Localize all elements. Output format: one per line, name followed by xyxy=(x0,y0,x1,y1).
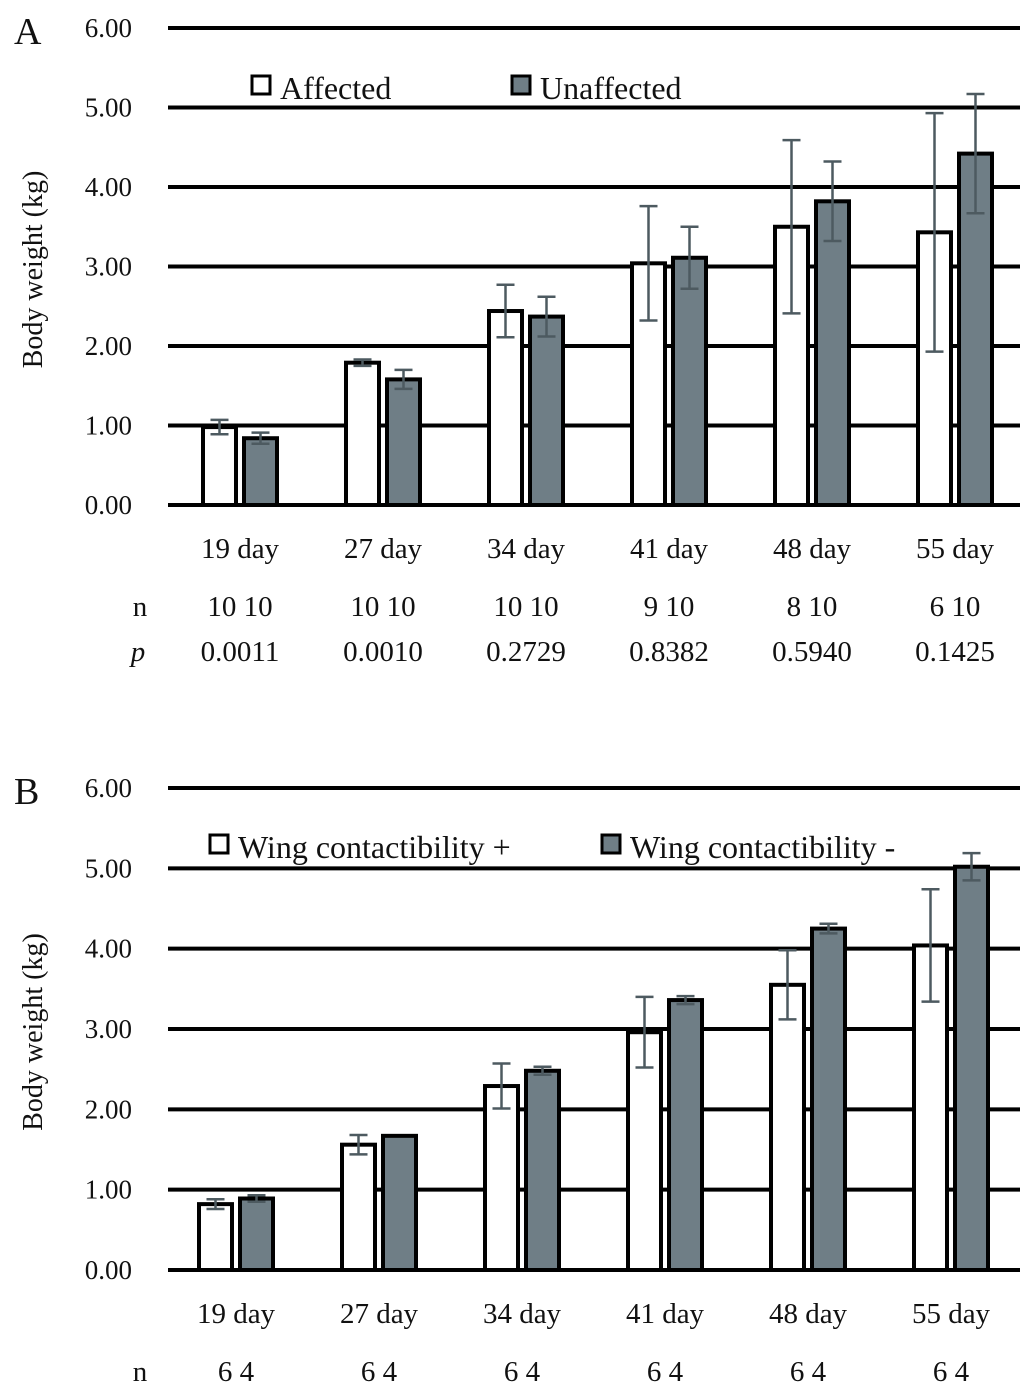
panel-b-category-label: 34 day xyxy=(483,1298,562,1330)
panel-a-y-tick-label: 5.00 xyxy=(85,93,132,123)
panel-b-category-label: 19 day xyxy=(197,1298,276,1330)
panel-b-legend-label-1: Wing contactibility - xyxy=(630,829,895,865)
panel-b-y-tick-label: 2.00 xyxy=(85,1094,132,1124)
panel-a-y-tick-label: 3.00 xyxy=(85,252,132,282)
panel-a-legend-label-0: Affected xyxy=(280,70,391,106)
panel-b-category-label: 55 day xyxy=(912,1298,991,1330)
panel-a-y-tick-label: 2.00 xyxy=(85,331,132,361)
panel-a-bar-series2 xyxy=(242,436,279,507)
panel-a-p-value: 0.0011 xyxy=(201,636,280,668)
panel-a-bar-series1 xyxy=(201,425,238,507)
panel-a-p-value: 0.0010 xyxy=(343,636,423,668)
panel-b-n-label: n xyxy=(133,1356,148,1387)
panel-a-y-tick-label: 4.00 xyxy=(85,172,132,202)
panel-b-n-value: 6 4 xyxy=(218,1356,255,1387)
panel-a-label: A xyxy=(14,11,42,53)
panel-b-n-value: 6 4 xyxy=(361,1356,398,1387)
panel-a-y-tick-label: 0.00 xyxy=(85,490,132,520)
panel-a-bar-series1 xyxy=(487,309,524,507)
panel-a-p-value: 0.1425 xyxy=(915,636,995,668)
panel-b-y-tick-label: 5.00 xyxy=(85,853,132,883)
panel-a-p-value: 0.5940 xyxy=(772,636,852,668)
panel-b-bar-series1 xyxy=(340,1142,377,1273)
panel-a-n-value: 8 10 xyxy=(787,591,838,623)
panel-a-n-value: 6 10 xyxy=(930,591,981,623)
panel-b-n-value: 6 4 xyxy=(647,1356,684,1387)
panel-b-bar-series1 xyxy=(483,1084,520,1272)
panel-b-legend-swatch-0 xyxy=(208,833,230,855)
panel-b-n-value: 6 4 xyxy=(790,1356,827,1387)
panel-b-n-value: 6 4 xyxy=(504,1356,541,1387)
panel-a-legend-swatch-1 xyxy=(510,74,532,96)
panel-a-p-value: 0.2729 xyxy=(486,636,566,668)
panel-a-p-value: 0.8382 xyxy=(629,636,709,668)
panel-b-bar-series1 xyxy=(912,943,949,1272)
panel-b-label: B xyxy=(14,771,39,813)
panel-a-p-label: p xyxy=(129,636,146,668)
panel-a-bar-series2 xyxy=(385,377,422,508)
panel-b-y-tick-label: 6.00 xyxy=(85,773,132,803)
panel-a-category-label: 41 day xyxy=(630,533,709,565)
panel-a-category-label: 27 day xyxy=(344,533,423,565)
panel-b-category-label: 27 day xyxy=(340,1298,419,1330)
panel-a-y-tick-label: 1.00 xyxy=(85,411,132,441)
panel-b-bar-series2 xyxy=(238,1196,275,1272)
panel-b-y-axis-title: Body weight (kg) xyxy=(18,933,49,1131)
panel-b-bar-series1 xyxy=(769,982,806,1272)
panel-b-legend-label-0: Wing contactibility + xyxy=(238,829,511,865)
panel-a-bar-series2 xyxy=(814,199,851,507)
panel-a-category-label: 34 day xyxy=(487,533,566,565)
panel-a-n-label: n xyxy=(133,591,148,623)
panel-a-n-value: 10 10 xyxy=(493,591,558,623)
panel-a-n-value: 10 10 xyxy=(350,591,415,623)
panel-a-bar-series2 xyxy=(528,314,565,507)
panel-b-category-label: 41 day xyxy=(626,1298,705,1330)
panel-b-bar-series1 xyxy=(197,1202,234,1273)
panel-b-legend-swatch-1 xyxy=(600,833,622,855)
panel-b-y-tick-label: 1.00 xyxy=(85,1175,132,1205)
panel-a-n-value: 9 10 xyxy=(644,591,695,623)
panel-b-y-tick-label: 0.00 xyxy=(85,1255,132,1285)
panel-b-y-tick-label: 4.00 xyxy=(85,934,132,964)
panel-a-bar-series1 xyxy=(344,360,381,507)
panel-b-y-tick-label: 3.00 xyxy=(85,1014,132,1044)
panel-a-y-axis-title: Body weight (kg) xyxy=(18,171,49,369)
panel-b-bar-series2 xyxy=(810,926,847,1272)
panel-a-category-label: 55 day xyxy=(916,533,995,565)
panel-a-bar-series2 xyxy=(671,255,708,507)
panel-a-n-value: 10 10 xyxy=(207,591,272,623)
panel-a-category-label: 19 day xyxy=(201,533,280,565)
panel-b-bar-series1 xyxy=(626,1030,663,1273)
panel-b-n-value: 6 4 xyxy=(933,1356,970,1387)
panel-a-legend-label-1: Unaffected xyxy=(540,70,682,106)
panel-b-bar-series2 xyxy=(953,864,990,1273)
panel-a-legend-swatch-0 xyxy=(250,74,272,96)
panel-a-y-tick-label: 6.00 xyxy=(85,13,132,43)
panel-b-bar-series2 xyxy=(524,1068,561,1272)
panel-b-bar-series2 xyxy=(381,1133,418,1273)
panel-a-category-label: 48 day xyxy=(773,533,852,565)
panel-b-category-label: 48 day xyxy=(769,1298,848,1330)
panel-b-bar-series2 xyxy=(667,998,704,1273)
